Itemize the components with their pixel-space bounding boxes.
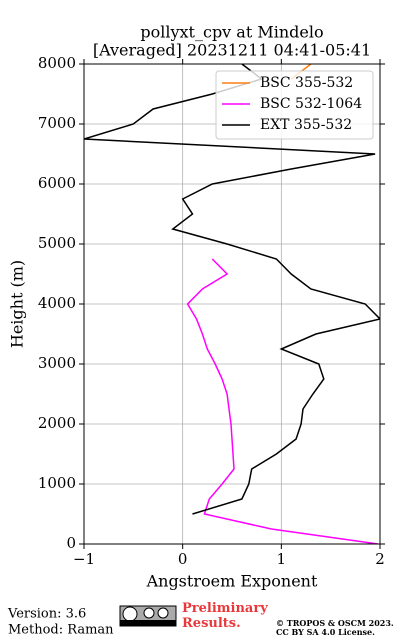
y-tick-label: 8000: [38, 54, 76, 72]
legend-label: EXT 355-532: [260, 117, 352, 133]
plot-frame: [83, 63, 381, 545]
series-line: [84, 64, 380, 515]
y-tick-label: 6000: [38, 174, 76, 192]
x-axis-label: Angstroem Exponent: [146, 572, 318, 591]
x-tick-label: 1: [277, 550, 287, 568]
method: Method: Raman: [8, 623, 114, 638]
cc-logo: [119, 605, 177, 627]
version: Version: 3.6: [7, 607, 86, 622]
chart-subtitle: [Averaged] 20231211 04:41-05:41: [93, 41, 371, 60]
legend-label: BSC 532-1064: [260, 96, 362, 112]
legend-label: BSC 355-532: [260, 75, 353, 91]
y-tick-label: 3000: [38, 354, 76, 372]
y-tick-label: 0: [66, 534, 76, 552]
series-line: [186, 258, 379, 544]
license: CC BY SA 4.0 License.: [276, 627, 375, 637]
y-tick-label: 2000: [38, 414, 76, 432]
legend-box: [215, 70, 374, 140]
chart-title: pollyxt_cpv at Mindelo: [140, 23, 323, 42]
y-tick-label: 1000: [38, 474, 76, 492]
x-tick-label: 2: [375, 550, 385, 568]
notice: Preliminary Results.: [182, 601, 268, 631]
copyright: © TROPOS & OSCM 2023.: [276, 618, 394, 628]
y-tick-label: 4000: [38, 294, 76, 312]
notice-box: Preliminary Results.: [182, 601, 268, 631]
y-axis-label: Height (m): [8, 260, 27, 348]
y-tick-label: 7000: [38, 114, 76, 132]
x-tick-label: 0: [178, 550, 188, 568]
x-tick-label: −1: [73, 550, 95, 568]
y-tick-label: 5000: [38, 234, 76, 252]
